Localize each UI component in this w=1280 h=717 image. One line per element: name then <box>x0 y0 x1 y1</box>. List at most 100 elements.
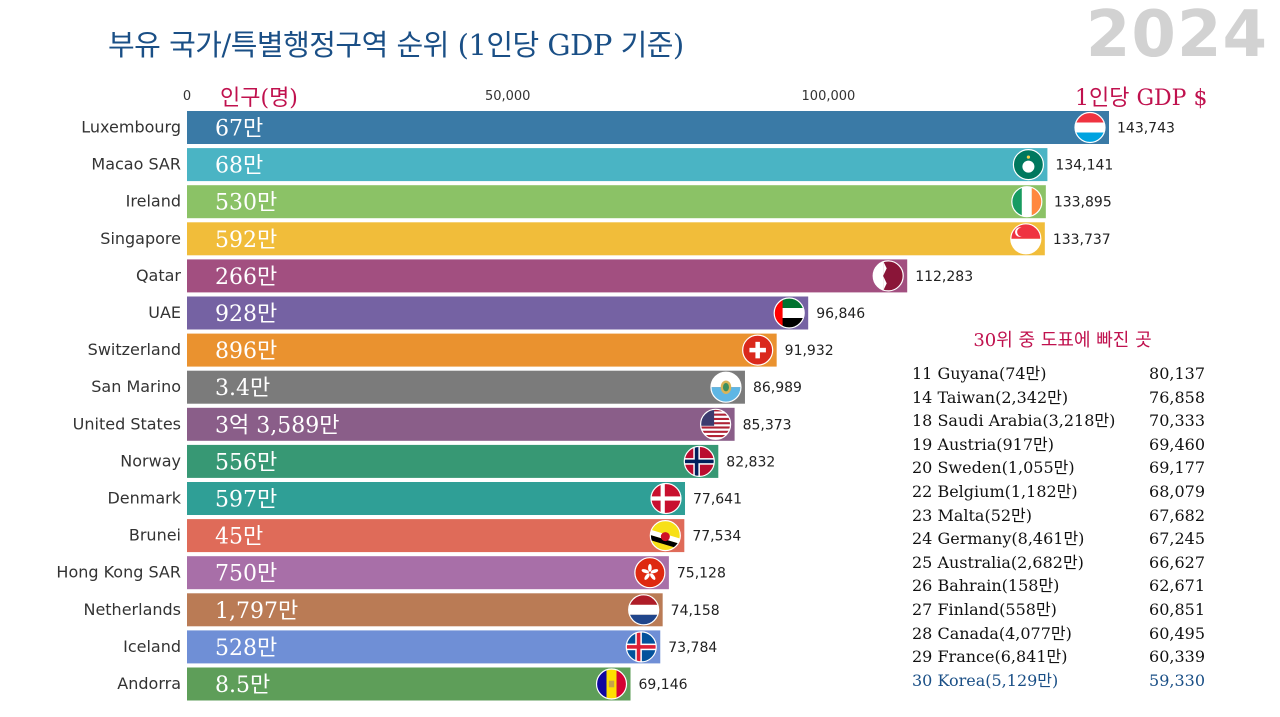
luxembourg-flag <box>1074 111 1106 144</box>
bar <box>187 148 1048 182</box>
value-label: 69,146 <box>639 677 688 693</box>
netherlands-flag <box>628 594 660 626</box>
x-tick-label: 50,000 <box>485 89 531 104</box>
category-label: Netherlands <box>83 600 181 619</box>
macao-flag <box>1012 149 1045 181</box>
omitted-row-label: 11 Guyana(74만) <box>912 364 1047 383</box>
omitted-row-label: 27 Finland(558만) <box>912 599 1057 619</box>
omitted-row-value: 76,858 <box>1149 387 1205 407</box>
omitted-row-label: 29 France(6,841만) <box>912 647 1068 667</box>
category-label: Macao SAR <box>91 155 181 174</box>
omitted-row-value: 68,079 <box>1149 481 1205 501</box>
omitted-row: 22 Belgium(1,182만) 68,079 <box>900 480 1205 504</box>
omitted-row-value: 60,851 <box>1149 599 1205 619</box>
uae-flag <box>773 297 805 329</box>
x-tick-label: 0 <box>183 89 191 104</box>
omitted-list: 11 Guyana(74만) 80,137 14 Taiwan(2,342만) 76,… <box>900 362 1205 692</box>
population-label: 68만 <box>215 154 263 179</box>
omitted-row-label: 28 Canada(4,077만) <box>912 623 1072 643</box>
omitted-row: 19 Austria(917만) 69,460 <box>900 433 1205 457</box>
omitted-row: 23 Malta(52만) 67,682 <box>900 504 1205 528</box>
value-label: 143,743 <box>1117 121 1175 137</box>
omitted-row-label: 24 Germany(8,461만) <box>912 529 1085 549</box>
omitted-row: 25 Australia(2,682만) 66,627 <box>900 551 1205 575</box>
category-label: Andorra <box>117 674 181 693</box>
omitted-row-label: 30 Korea(5,129만) <box>912 670 1059 690</box>
omitted-row: 26 Bahrain(158만) 62,671 <box>900 574 1205 598</box>
omitted-row: 11 Guyana(74만) 80,137 <box>900 362 1205 386</box>
category-label: Denmark <box>107 489 181 508</box>
san-marino-flag <box>710 371 742 403</box>
singapore-flag <box>1010 223 1042 255</box>
value-label: 91,932 <box>785 343 834 359</box>
bar <box>187 259 908 293</box>
population-label: 3.4만 <box>215 376 270 401</box>
qatar-flag <box>872 260 904 292</box>
omitted-row-label: 18 Saudi Arabia(3,218만) <box>912 411 1116 431</box>
omitted-row-value: 69,460 <box>1149 434 1205 454</box>
omitted-row-value: 80,137 <box>1149 364 1205 383</box>
brunei-flag <box>649 519 681 552</box>
bar <box>187 185 1046 219</box>
omitted-row-value: 62,671 <box>1149 576 1205 596</box>
category-label: Iceland <box>123 637 181 656</box>
omitted-row-label: 14 Taiwan(2,342만) <box>912 387 1069 407</box>
omitted-row: 27 Finland(558만) 60,851 <box>900 598 1205 622</box>
value-label: 77,641 <box>693 492 742 508</box>
category-label: Qatar <box>136 266 181 285</box>
bar <box>187 593 663 627</box>
category-label: Luxembourg <box>81 118 181 137</box>
category-label: San Marino <box>91 377 181 396</box>
population-label: 67만 <box>215 117 263 142</box>
omitted-row: 30 Korea(5,129만) 59,330 <box>900 669 1205 693</box>
omitted-row-value: 60,339 <box>1149 647 1205 667</box>
bar <box>187 222 1045 256</box>
value-label: 75,128 <box>677 566 726 582</box>
omitted-row: 28 Canada(4,077만) 60,495 <box>900 622 1205 646</box>
gdp-header: 1인당 GDP $ <box>1075 86 1208 111</box>
bar <box>187 482 686 515</box>
bar <box>187 667 631 701</box>
population-label: 8.5만 <box>215 673 270 698</box>
omitted-row: 29 France(6,841만) 60,339 <box>900 645 1205 669</box>
omitted-panel-title: 30위 중 도표에 빠진 곳 <box>973 330 1152 351</box>
population-label: 45만 <box>215 525 263 550</box>
bar <box>187 407 735 441</box>
hong-kong-flag <box>634 557 666 589</box>
omitted-row-value: 60,495 <box>1149 623 1205 643</box>
population-label: 530만 <box>215 191 277 216</box>
population-label: 592만 <box>215 228 277 253</box>
category-label: Ireland <box>126 192 181 211</box>
population-label: 556만 <box>215 450 277 475</box>
value-label: 73,784 <box>668 640 717 656</box>
category-label: United States <box>73 414 181 433</box>
omitted-row-label: 19 Austria(917만) <box>912 434 1054 454</box>
omitted-row: 18 Saudi Arabia(3,218만) 70,333 <box>900 409 1205 433</box>
value-label: 133,895 <box>1054 195 1112 211</box>
category-label: Brunei <box>129 526 181 545</box>
population-label: 896만 <box>215 339 277 364</box>
omitted-row-value: 69,177 <box>1149 458 1205 478</box>
population-label: 3억 3,589만 <box>215 413 339 438</box>
omitted-row-value: 66,627 <box>1149 552 1205 572</box>
andorra-flag <box>595 668 628 700</box>
ireland-flag <box>1011 186 1043 218</box>
value-label: 134,141 <box>1055 158 1113 174</box>
value-label: 74,158 <box>671 603 720 619</box>
value-label: 85,373 <box>743 417 792 433</box>
omitted-row-label: 23 Malta(52만) <box>912 505 1033 525</box>
bar <box>187 296 809 330</box>
bar <box>187 111 1109 144</box>
value-label: 77,534 <box>692 529 741 545</box>
omitted-row: 14 Taiwan(2,342만) 76,858 <box>900 386 1205 410</box>
category-label: Norway <box>120 451 181 470</box>
population-label: 1,797만 <box>215 599 298 624</box>
population-label: 750만 <box>215 562 277 587</box>
omitted-row-value: 67,682 <box>1149 505 1205 525</box>
bar <box>187 556 669 590</box>
page-title: 부유 국가/특별행정구역 순위 (1인당 GDP 기준) <box>108 28 684 62</box>
switzerland-flag <box>742 334 774 366</box>
omitted-row-value: 67,245 <box>1149 529 1205 549</box>
omitted-row-label: 22 Belgium(1,182만) <box>912 481 1078 501</box>
